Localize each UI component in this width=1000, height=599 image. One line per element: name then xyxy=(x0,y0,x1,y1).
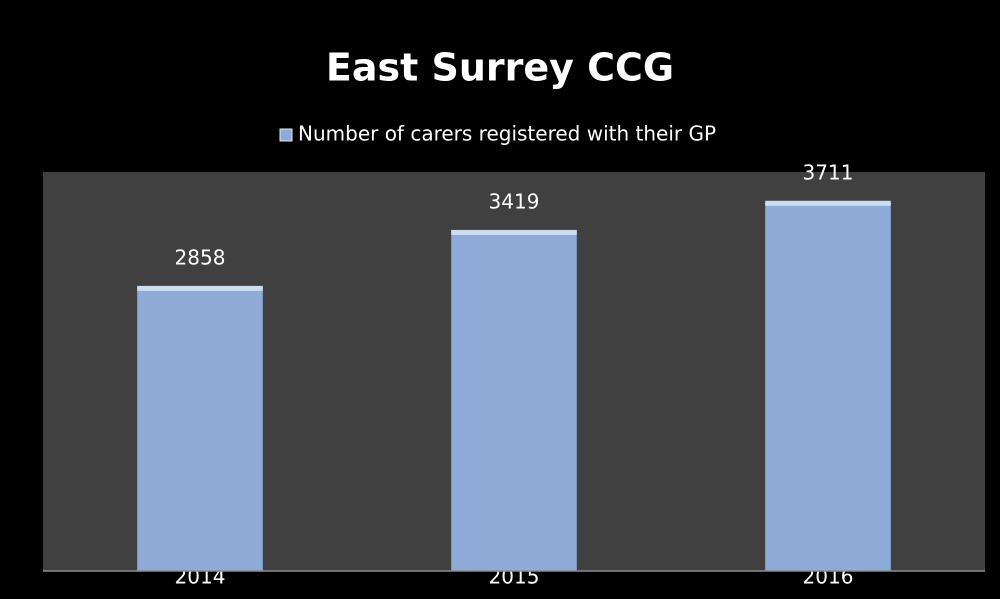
legend-marker xyxy=(279,128,293,142)
legend-label: Number of carers registered with their G… xyxy=(298,122,716,146)
data-label: 3419 xyxy=(489,189,540,213)
chart-title: East Surrey CCG xyxy=(326,46,674,90)
data-label: 2858 xyxy=(175,245,226,269)
bar xyxy=(451,229,577,571)
bar-highlight xyxy=(451,229,577,235)
bar xyxy=(137,285,263,571)
data-label: 3711 xyxy=(803,160,854,184)
bar xyxy=(765,200,891,571)
bar-highlight xyxy=(765,200,891,206)
bar-highlight xyxy=(137,285,263,291)
